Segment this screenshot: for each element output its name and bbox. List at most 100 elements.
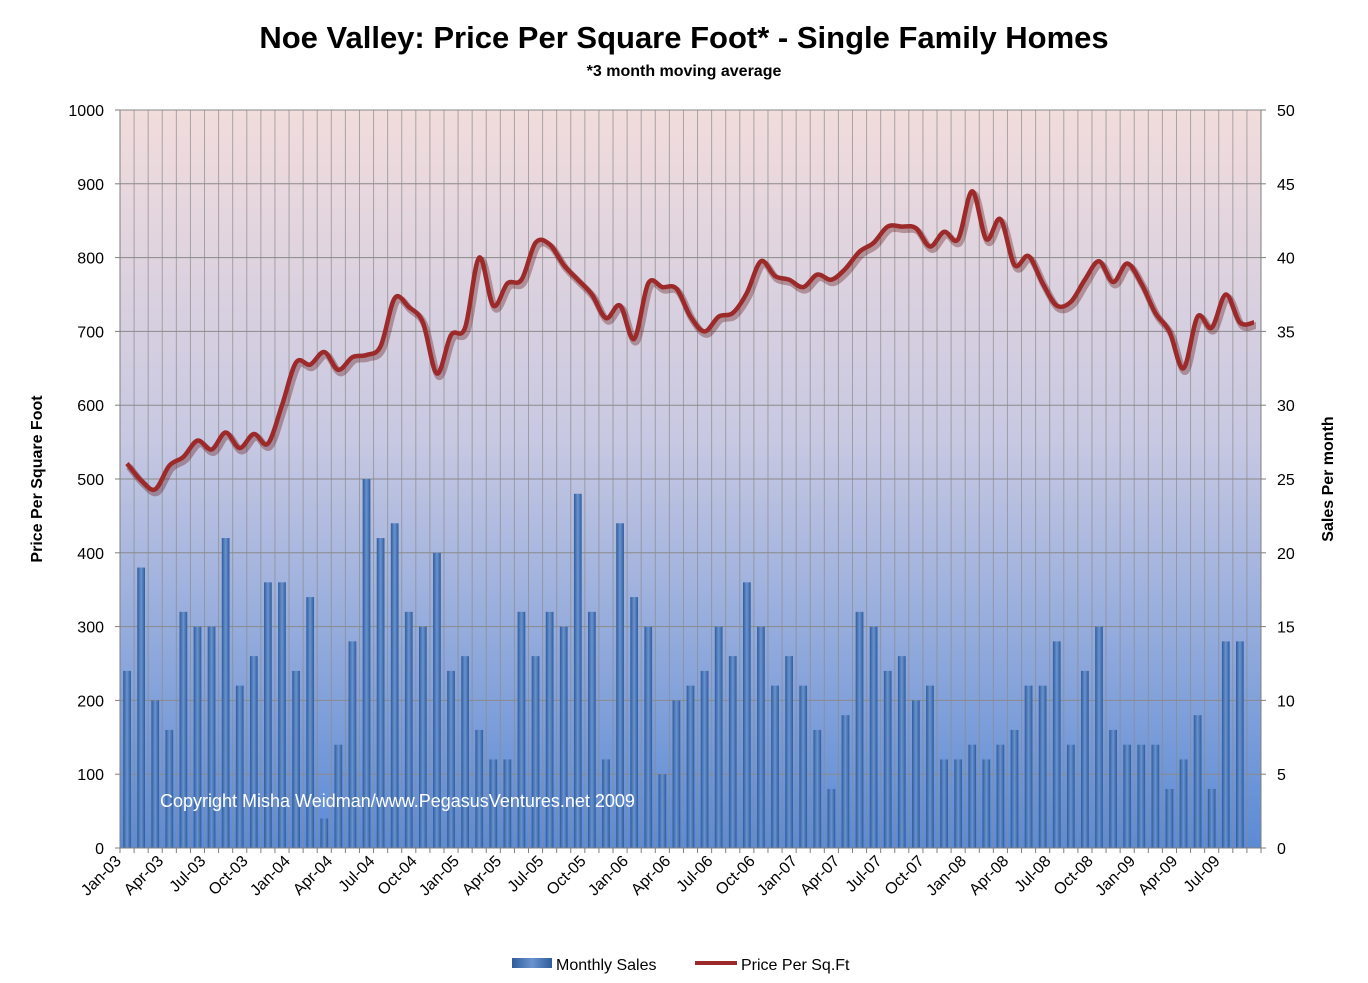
x-tick-label: Jul-06 <box>674 853 717 896</box>
bar <box>292 670 300 848</box>
bar <box>221 538 230 848</box>
y-tick-label-left: 100 <box>77 767 104 784</box>
x-tick-label: Apr-03 <box>121 853 167 899</box>
bar <box>616 523 624 848</box>
y-tick-label-right: 0 <box>1277 841 1286 858</box>
y-tick-label-left: 500 <box>77 472 104 489</box>
bar <box>658 774 667 848</box>
x-tick-label: Jan-05 <box>416 853 463 900</box>
y-tick-label-left: 1000 <box>68 103 104 120</box>
x-tick-label: Oct-07 <box>882 853 928 899</box>
x-tick-label: Jul-09 <box>1181 853 1224 896</box>
bar <box>235 685 244 848</box>
chart-title: Noe Valley: Price Per Square Foot* - Sin… <box>259 20 1109 55</box>
bar <box>165 729 174 848</box>
bar <box>433 552 441 848</box>
bar <box>348 641 357 848</box>
bar <box>545 611 554 848</box>
bar <box>1081 670 1089 848</box>
x-tick-label: Jan-03 <box>78 853 125 900</box>
bar <box>517 611 526 848</box>
y-tick-label-right: 30 <box>1277 398 1295 415</box>
bar <box>1066 744 1075 848</box>
bar <box>982 759 991 848</box>
x-tick-label: Jan-06 <box>585 853 632 900</box>
bar <box>1024 685 1033 848</box>
bar <box>1010 729 1019 848</box>
x-tick-label: Jan-04 <box>247 853 294 900</box>
bar <box>1221 641 1230 848</box>
x-tick-label: Apr-09 <box>1135 853 1181 899</box>
bar <box>1038 685 1047 848</box>
y-tick-label-left: 300 <box>77 620 104 637</box>
bar <box>404 611 413 848</box>
bar <box>672 700 681 848</box>
bar <box>827 788 836 848</box>
x-tick-label: Apr-04 <box>290 853 336 899</box>
y-tick-label-right: 35 <box>1277 324 1295 341</box>
bar <box>390 523 399 848</box>
legend-label-price: Price Per Sq.Ft <box>741 957 850 974</box>
bar <box>559 626 568 848</box>
y-tick-label-right: 5 <box>1277 767 1286 784</box>
x-tick-label: Apr-06 <box>628 853 674 899</box>
bar <box>1207 788 1216 848</box>
bar <box>841 715 850 848</box>
y-axis-right-label: Sales Per month <box>1320 416 1337 541</box>
y-tick-label-right: 50 <box>1277 103 1295 120</box>
y-tick-label-right: 40 <box>1277 251 1295 268</box>
bar <box>447 670 455 848</box>
x-tick-label: Oct-08 <box>1051 853 1097 899</box>
y-tick-label-left: 600 <box>77 398 104 415</box>
bar <box>630 597 639 848</box>
x-tick-label: Jan-09 <box>1092 853 1139 900</box>
bar <box>137 567 146 848</box>
y-tick-label-right: 25 <box>1277 472 1295 489</box>
bar <box>531 656 540 848</box>
y-tick-label-right: 45 <box>1277 177 1295 194</box>
bar <box>912 700 920 848</box>
bar <box>926 685 934 848</box>
bar <box>714 626 723 848</box>
bar <box>306 597 315 848</box>
bar <box>785 656 793 848</box>
x-tick-label: Apr-08 <box>966 853 1012 899</box>
bar <box>475 729 484 848</box>
x-tick-label: Oct-05 <box>544 853 590 899</box>
y-tick-label-right: 10 <box>1277 693 1295 710</box>
line-series <box>125 188 1257 497</box>
y-tick-label-right: 20 <box>1277 546 1295 563</box>
bar <box>151 700 160 848</box>
legend: Monthly Sales Price Per Sq.Ft <box>512 957 850 974</box>
bar <box>123 670 131 848</box>
y-tick-label-left: 200 <box>77 693 104 710</box>
bar <box>264 582 272 848</box>
bar <box>249 656 258 848</box>
y-tick-label-left: 900 <box>77 177 104 194</box>
bar <box>278 582 286 848</box>
bar <box>869 626 878 848</box>
y-tick-label-left: 700 <box>77 324 104 341</box>
x-tick-label: Jul-05 <box>505 853 548 896</box>
x-tick-label: Oct-04 <box>375 853 421 899</box>
bar <box>503 759 512 848</box>
legend-swatch-monthly-sales <box>512 958 552 968</box>
x-tick-label: Jan-07 <box>754 853 801 900</box>
x-tick-label: Jul-03 <box>167 853 210 896</box>
bar <box>1235 641 1244 848</box>
x-tick-label: Jul-07 <box>843 853 886 896</box>
x-tick-label: Oct-03 <box>206 853 252 899</box>
y-tick-label-left: 800 <box>77 251 104 268</box>
bar <box>1179 759 1188 848</box>
bar <box>954 759 963 848</box>
bar <box>771 685 779 848</box>
bar-series <box>123 479 1244 848</box>
bar <box>207 626 216 848</box>
bar <box>334 744 343 848</box>
x-tick-label: Oct-06 <box>713 853 759 899</box>
y-tick-label-right: 15 <box>1277 620 1295 637</box>
bar <box>686 685 695 848</box>
copyright-annotation: Copyright Misha Weidman/www.PegasusVentu… <box>160 791 635 811</box>
legend-label-monthly-sales: Monthly Sales <box>556 957 657 974</box>
